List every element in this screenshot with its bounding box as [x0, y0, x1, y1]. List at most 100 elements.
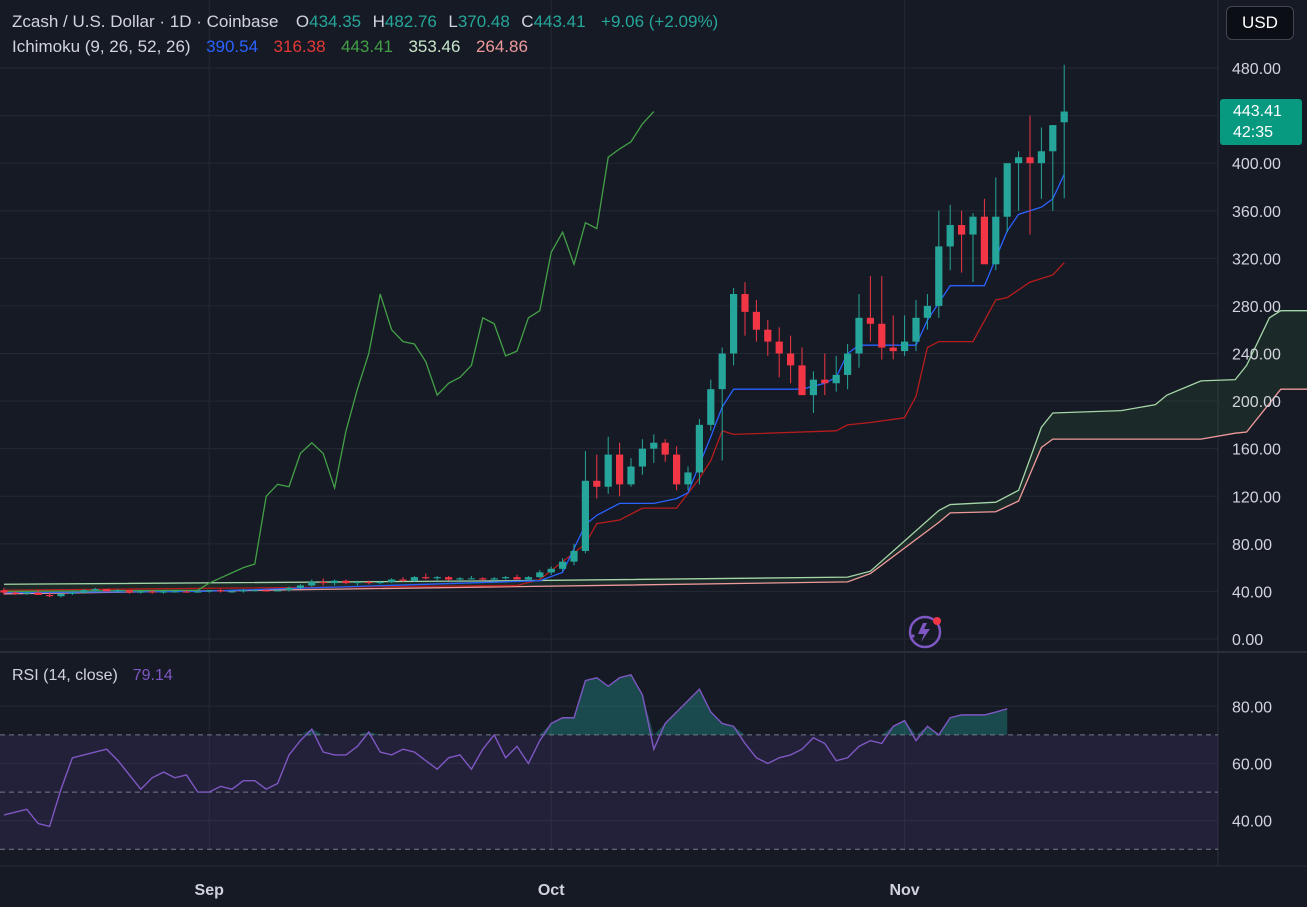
price-tick-label: 160.00 — [1232, 442, 1281, 459]
candle-body — [627, 466, 635, 485]
candle — [946, 204, 954, 271]
last-price-tag: 443.41 42:35 — [1220, 99, 1302, 145]
lagging-value: 443.41 — [341, 37, 393, 56]
price-tick-label: 240.00 — [1232, 347, 1281, 364]
candle-body — [878, 323, 886, 348]
candle-body — [422, 577, 430, 579]
candle — [205, 590, 213, 593]
price-tick-label: 280.00 — [1232, 299, 1281, 316]
lead2-value: 264.86 — [475, 37, 528, 56]
candle — [730, 288, 738, 366]
candle — [1015, 151, 1023, 211]
candle — [502, 575, 510, 580]
candle-body — [730, 294, 738, 354]
candle — [775, 327, 783, 378]
candle-body — [832, 374, 840, 384]
candle — [787, 335, 795, 384]
candle-body — [57, 593, 65, 597]
candle-body — [274, 590, 282, 592]
candle-body — [467, 578, 475, 580]
candle-body — [137, 591, 145, 593]
candle — [217, 589, 225, 593]
candle — [524, 575, 532, 581]
close-label: C — [521, 12, 534, 31]
candle-body — [388, 579, 396, 582]
candle-body — [194, 591, 202, 593]
replay-icon[interactable] — [908, 615, 942, 649]
candle-body — [855, 317, 863, 354]
candle — [1037, 127, 1045, 199]
candle-body — [433, 577, 441, 579]
candle — [1003, 163, 1011, 233]
candle-body — [205, 590, 213, 592]
candle — [627, 458, 635, 487]
candle-body — [764, 329, 772, 342]
candle — [285, 586, 293, 592]
base-value: 316.38 — [273, 37, 326, 56]
candle — [809, 371, 817, 413]
candle — [878, 276, 886, 360]
candle — [467, 575, 475, 580]
last-price-value: 443.41 — [1233, 103, 1282, 120]
price-tick-label: 360.00 — [1232, 204, 1281, 221]
candle-body — [1003, 163, 1011, 217]
candle — [410, 575, 418, 582]
candle-body — [593, 480, 601, 487]
candle — [331, 579, 339, 586]
candle-body — [376, 581, 384, 584]
candle-body — [319, 581, 327, 584]
candle-body — [673, 454, 681, 485]
candle-body — [46, 594, 54, 597]
candle-body — [217, 590, 225, 592]
candle — [308, 579, 316, 587]
price-tick-label: 400.00 — [1232, 156, 1281, 173]
ichimoku-legend[interactable]: Ichimoku (9, 26, 52, 26) 390.54 316.38 4… — [12, 37, 528, 57]
candle-body — [821, 379, 829, 384]
candle-body — [912, 317, 920, 342]
leading-span-b-line — [3, 388, 1307, 595]
symbol-title[interactable]: Zcash / U.S. Dollar · 1D · Coinbase — [12, 12, 279, 31]
candle-body — [958, 225, 966, 235]
price-tick-label: 480.00 — [1232, 61, 1281, 78]
candle — [80, 589, 88, 594]
candle-body — [923, 305, 931, 318]
candle — [137, 590, 145, 594]
candle-body — [114, 590, 122, 592]
candle-body — [456, 578, 464, 580]
candle — [194, 590, 202, 593]
candle — [388, 578, 396, 584]
price-tick-label: 200.00 — [1232, 394, 1281, 411]
candle-body — [536, 572, 544, 578]
candle — [456, 577, 464, 581]
candle-body — [684, 472, 692, 485]
open-value: 434.35 — [309, 12, 362, 31]
leading-span-a-line — [3, 310, 1307, 585]
candle-body — [992, 216, 1000, 265]
candle-body — [479, 578, 487, 580]
candle — [855, 294, 863, 368]
time-tick-label: Sep — [195, 882, 225, 899]
indicator-lines — [3, 111, 1307, 595]
candle — [319, 578, 327, 586]
candle-body — [616, 454, 624, 485]
currency-button[interactable]: USD — [1226, 6, 1294, 40]
candle — [695, 418, 703, 485]
candle — [638, 439, 646, 475]
candle — [274, 589, 282, 592]
candle-body — [650, 442, 658, 449]
candle — [34, 590, 42, 595]
candle — [935, 210, 943, 318]
candle-body — [695, 424, 703, 473]
candle-body — [969, 216, 977, 235]
ichimoku-label: Ichimoku (9, 26, 52, 26) — [12, 37, 191, 56]
candle — [148, 590, 156, 594]
rsi-tick-label: 60.00 — [1232, 757, 1272, 774]
candle-body — [889, 347, 897, 352]
time-tick-label: Nov — [889, 882, 919, 899]
candle — [1026, 115, 1034, 235]
candle-body — [68, 592, 76, 594]
rsi-legend[interactable]: RSI (14, close) 79.14 — [12, 667, 173, 685]
candle — [57, 593, 65, 598]
low-label: L — [448, 12, 458, 31]
